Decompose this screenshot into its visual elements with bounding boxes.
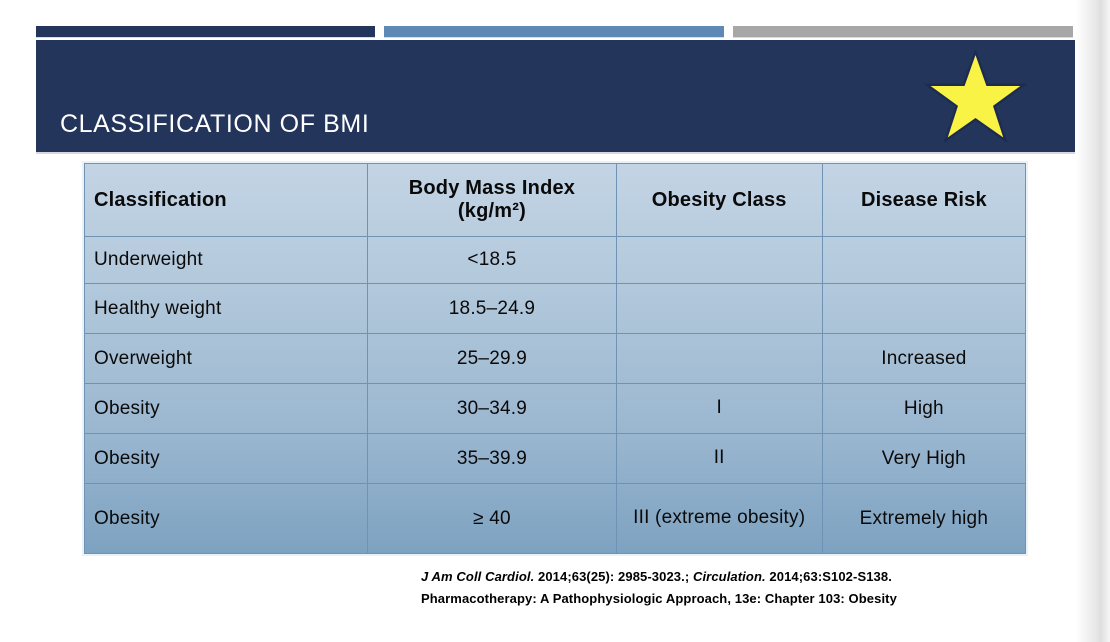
cell-disease-risk: Extremely high <box>821 483 1027 554</box>
cell-disease-risk: Increased <box>821 333 1027 384</box>
cell-classification: Obesity <box>83 483 369 554</box>
cell-obesity-class <box>615 283 823 334</box>
page-title: CLASSIFICATION OF BMI <box>60 110 370 138</box>
header-disease-risk: Disease Risk <box>821 163 1027 237</box>
table-row: Obesity 35–39.9 II Very High <box>83 433 1027 484</box>
cell-classification: Obesity <box>83 433 369 484</box>
cell-classification: Healthy weight <box>83 283 369 334</box>
cell-disease-risk: High <box>821 383 1027 434</box>
cell-bmi: 35–39.9 <box>367 433 617 484</box>
citation-line-1: J Am Coll Cardiol. 2014;63(25): 2985-302… <box>421 566 981 588</box>
title-band: CLASSIFICATION OF BMI <box>36 40 1075 152</box>
citation-ref-1: 2014;63(25): 2985-3023.; <box>534 569 693 584</box>
header-bmi: Body Mass Index (kg/m²) <box>367 163 617 237</box>
table-row: Underweight <18.5 <box>83 236 1027 284</box>
cell-bmi: 18.5–24.9 <box>367 283 617 334</box>
slide-right-edge <box>1076 0 1110 642</box>
citation-journal-1: J Am Coll Cardiol. <box>421 569 535 584</box>
citation-journal-2: Circulation. <box>692 569 766 584</box>
cell-obesity-class: I <box>615 383 823 434</box>
bmi-classification-table: Classification Body Mass Index (kg/m²) O… <box>83 163 1027 554</box>
cell-classification: Obesity <box>83 383 369 434</box>
cell-bmi: 30–34.9 <box>367 383 617 434</box>
cell-disease-risk <box>821 283 1027 334</box>
cell-obesity-class <box>615 333 823 384</box>
cell-classification: Underweight <box>83 236 369 284</box>
table-row: Obesity 30–34.9 I High <box>83 383 1027 434</box>
table-row: Healthy weight 18.5–24.9 <box>83 283 1027 334</box>
citation-ref-2: 2014;63:S102-S138. <box>765 569 892 584</box>
cell-bmi: 25–29.9 <box>367 333 617 384</box>
cell-classification: Overweight <box>83 333 369 384</box>
accent-bar-navy <box>36 26 375 37</box>
cell-obesity-class <box>615 236 823 284</box>
citation-line-2: Pharmacotherapy: A Pathophysiologic Appr… <box>421 591 897 606</box>
table-header-row: Classification Body Mass Index (kg/m²) O… <box>83 163 1027 237</box>
table-row: Overweight 25–29.9 Increased <box>83 333 1027 384</box>
cell-bmi: ≥ 40 <box>367 483 617 554</box>
header-classification: Classification <box>83 163 369 237</box>
cell-obesity-class: III (extreme obesity) <box>615 483 823 554</box>
cell-disease-risk: Very High <box>821 433 1027 484</box>
header-obesity-class: Obesity Class <box>615 163 823 237</box>
accent-bar-gray <box>733 26 1073 37</box>
citation-block: J Am Coll Cardiol. 2014;63(25): 2985-302… <box>421 566 981 610</box>
table-row: Obesity ≥ 40 III (extreme obesity) Extre… <box>83 483 1027 554</box>
cell-disease-risk <box>821 236 1027 284</box>
star-icon <box>923 47 1028 144</box>
cell-obesity-class: II <box>615 433 823 484</box>
cell-bmi: <18.5 <box>367 236 617 284</box>
accent-bar-blue <box>384 26 724 37</box>
